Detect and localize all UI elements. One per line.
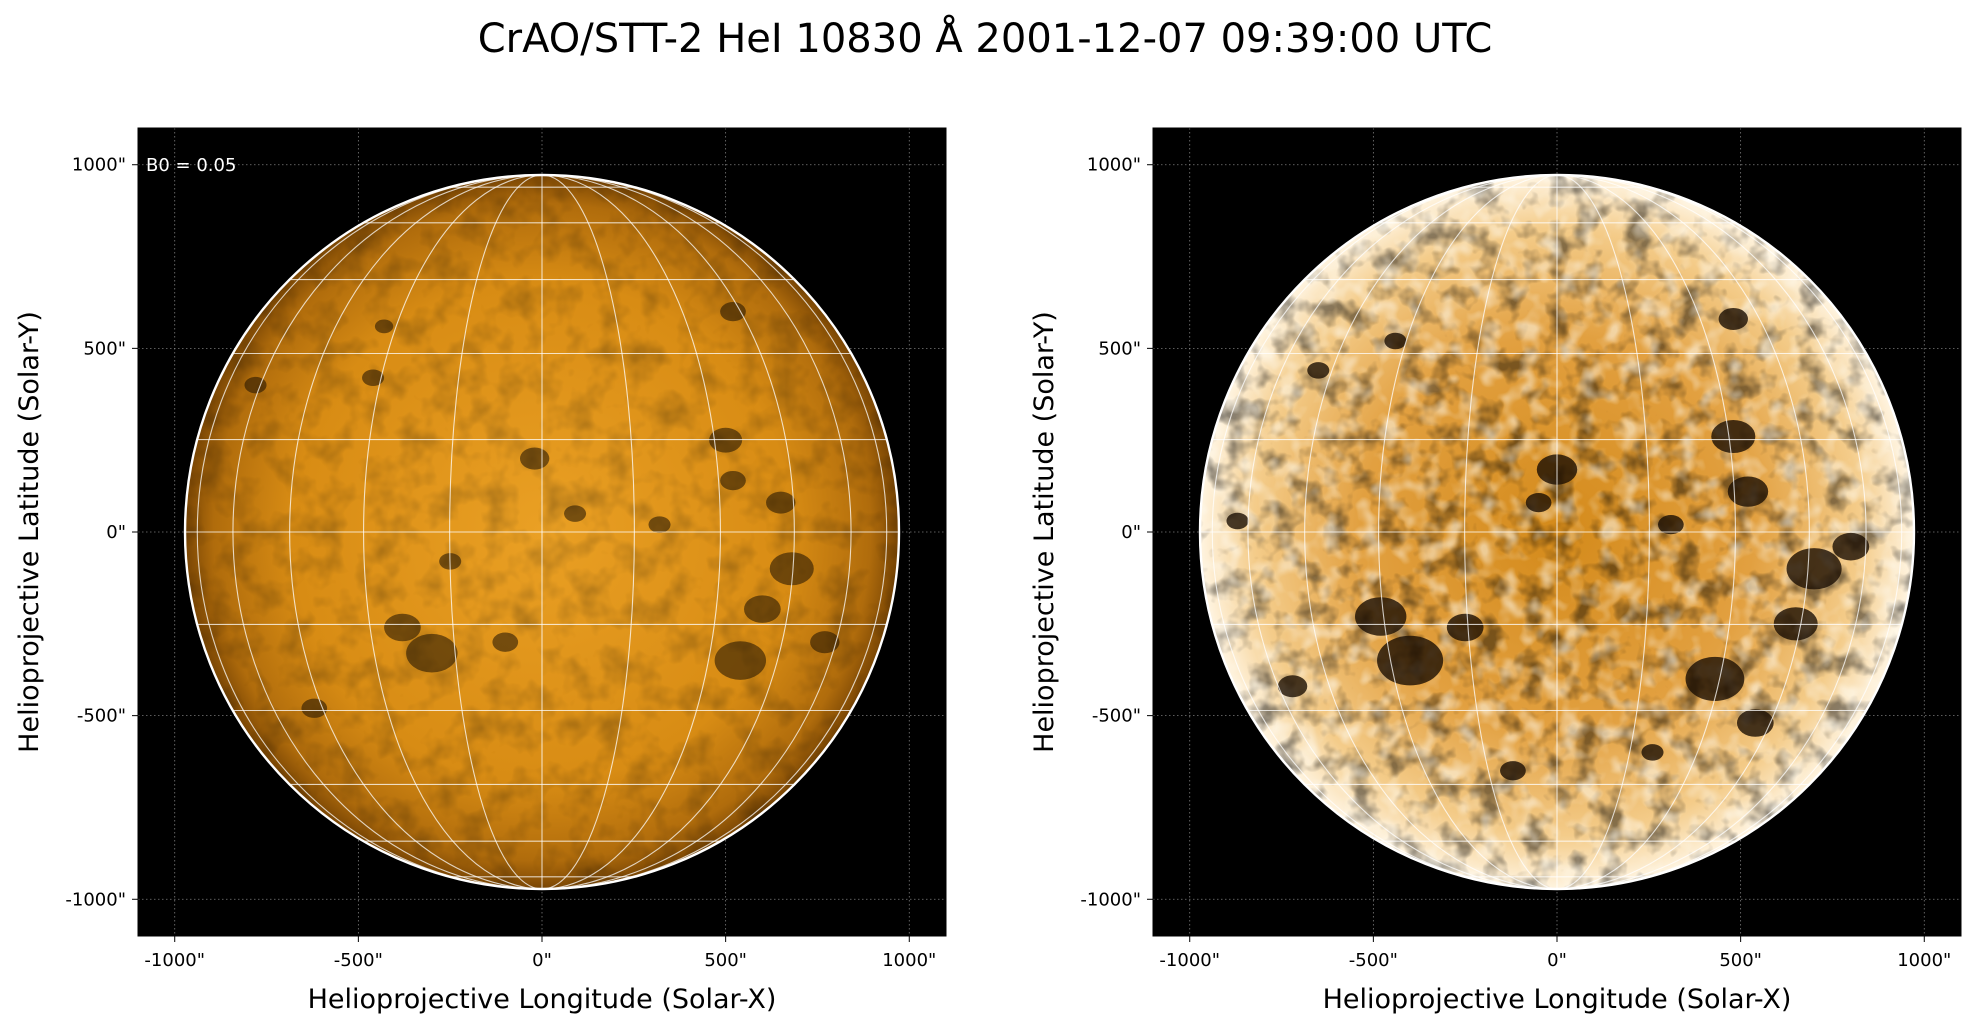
- dark-feature: [1727, 476, 1769, 507]
- dark-feature: [769, 552, 814, 586]
- dark-feature: [1307, 362, 1330, 379]
- y-axis-label: Helioprojective Latitude (Solar-Y): [14, 311, 45, 753]
- solar-limb: [1198, 173, 1916, 891]
- x-tick-label: 0": [1547, 950, 1567, 971]
- y-tick-label: -1000": [1080, 889, 1141, 910]
- dark-feature: [564, 505, 587, 522]
- dark-feature: [1355, 597, 1407, 636]
- x-tick-label: 1000": [1897, 950, 1951, 971]
- x-axis-label: Helioprojective Longitude (Solar-X): [1323, 984, 1792, 1015]
- x-tick-label: -1000": [1159, 950, 1220, 971]
- panel-left: -1000" -500" 0" 500" 1000" 1000" 500" 0" -500" -1…: [14, 127, 947, 1015]
- dark-feature: [720, 470, 746, 491]
- y-tick-label: -500": [77, 706, 126, 727]
- dark-feature: [810, 631, 840, 654]
- x-tick-label: 500": [704, 950, 747, 971]
- dark-feature: [714, 641, 767, 680]
- y-axis-label: Helioprojective Latitude (Solar-Y): [1029, 311, 1060, 753]
- solar-limb: [183, 173, 901, 891]
- y-tick-label: 500": [83, 338, 126, 359]
- dark-feature: [362, 369, 385, 387]
- dark-feature: [744, 595, 781, 623]
- dark-feature: [1500, 761, 1526, 781]
- dark-feature: [384, 613, 421, 642]
- y-tick-label: -1000": [65, 889, 126, 910]
- dark-feature: [1711, 419, 1756, 454]
- dark-feature: [766, 491, 796, 514]
- x-tick-label: 500": [1719, 950, 1762, 971]
- dark-feature: [406, 633, 458, 673]
- y-tick-label: 500": [1098, 338, 1141, 359]
- dark-feature: [709, 427, 743, 453]
- dark-feature: [1525, 492, 1552, 513]
- x-tick-label: -1000": [144, 950, 205, 971]
- x-tick-label: -500": [334, 950, 383, 971]
- solar-disk: [1200, 175, 1914, 889]
- y-tick-label: 0": [1121, 522, 1141, 543]
- x-tick-label: -500": [1349, 950, 1398, 971]
- dark-feature: [244, 376, 267, 394]
- dark-feature: [374, 319, 394, 334]
- dark-feature: [1384, 332, 1407, 350]
- dark-feature: [648, 516, 671, 533]
- solar-disk: [185, 175, 899, 889]
- x-axis-label: Helioprojective Longitude (Solar-X): [308, 984, 777, 1015]
- y-tick-label: 1000": [1087, 155, 1141, 176]
- dark-feature: [519, 447, 550, 470]
- y-tick-label: 1000": [72, 155, 126, 176]
- figure-title: CrAO/STT-2 HeI 10830 Å 2001-12-07 09:39:…: [478, 14, 1493, 62]
- y-tick-label: 0": [106, 522, 126, 543]
- panel-right: -1000" -500" 0" 500" 1000" 1000" 500" 0" -500" -1…: [1029, 127, 1962, 1015]
- dark-feature: [1832, 532, 1870, 561]
- dark-feature: [1718, 307, 1748, 330]
- dark-feature: [1736, 709, 1774, 737]
- y-tick-label: -500": [1092, 706, 1141, 727]
- dark-feature: [492, 632, 519, 652]
- x-tick-label: 0": [532, 950, 552, 971]
- dark-feature: [1226, 512, 1249, 530]
- dark-feature: [720, 301, 746, 322]
- b0-annotation: B0 = 0.05: [146, 155, 236, 176]
- dark-feature: [1786, 548, 1842, 590]
- dark-feature: [1658, 515, 1684, 535]
- x-tick-label: 1000": [882, 950, 936, 971]
- dark-feature: [1773, 607, 1818, 641]
- dark-feature: [1277, 675, 1308, 698]
- dark-feature: [301, 698, 328, 718]
- dark-feature: [1641, 744, 1664, 761]
- dark-feature: [1446, 613, 1484, 642]
- dark-feature: [1685, 656, 1745, 701]
